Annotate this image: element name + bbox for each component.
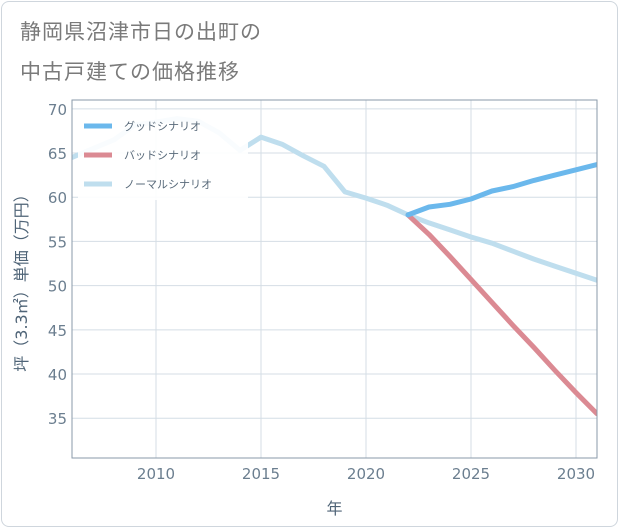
chart-title-line-1: 静岡県沼津市日の出町の	[20, 20, 262, 44]
x-axis-title: 年	[326, 499, 342, 518]
y-tick-label: 70	[48, 101, 67, 119]
series-line-good	[405, 162, 597, 218]
y-tick-label: 55	[48, 233, 67, 251]
x-tick-label: 2025	[452, 465, 490, 483]
axes	[71, 99, 598, 459]
series-line-bad	[405, 212, 597, 417]
y-tick-label: 65	[48, 145, 67, 163]
legend-label-bad[interactable]: バッドシナリオ	[124, 149, 201, 162]
y-tick-label: 50	[48, 278, 67, 296]
y-axis-title: 坪（3.3㎡）単価（万円）	[12, 186, 31, 371]
y-tick-label: 40	[48, 366, 67, 384]
y-tick-label: 45	[48, 322, 67, 340]
legend-label-good[interactable]: グッドシナリオ	[124, 119, 201, 133]
y-tick-label: 35	[48, 410, 67, 428]
x-tick-label: 2010	[137, 465, 175, 483]
x-tick-label: 2030	[557, 465, 595, 483]
tick-labels: 2010 2015 2020 2025 2030 35 40 45 50 55 60 65 70	[48, 101, 595, 483]
plot-border	[71, 99, 598, 459]
chart-title-line-2: 中古戸建ての価格推移	[20, 60, 240, 84]
y-tick-label: 60	[48, 189, 67, 207]
x-tick-label: 2015	[242, 465, 280, 483]
x-tick-label: 2020	[347, 465, 385, 483]
legend-label-normal[interactable]: ノーマルシナリオ	[124, 178, 212, 191]
